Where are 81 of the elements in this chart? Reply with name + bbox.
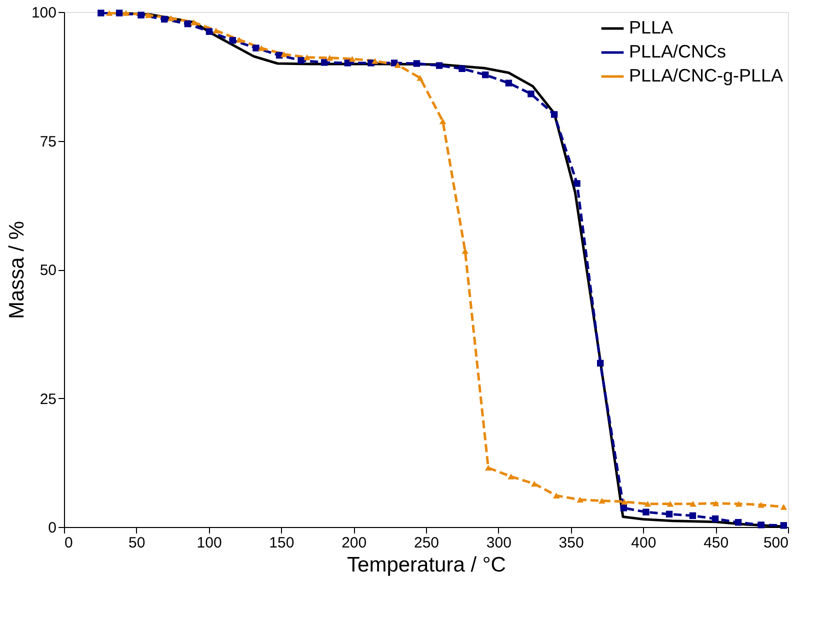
- x-tick-label: 450: [704, 534, 729, 552]
- point: [666, 510, 673, 518]
- x-tick-label: 300: [486, 534, 512, 552]
- point: [212, 28, 220, 34]
- point: [168, 15, 174, 22]
- y-tick-label: 100: [31, 4, 56, 22]
- point: [508, 474, 514, 480]
- point: [735, 500, 742, 507]
- point: [348, 56, 356, 62]
- point: [644, 500, 652, 507]
- point: [666, 500, 674, 507]
- point: [574, 180, 580, 187]
- point: [690, 500, 696, 507]
- point: [734, 519, 742, 526]
- point: [206, 28, 213, 35]
- y-tick-label: 75: [40, 133, 56, 150]
- point: [320, 59, 328, 66]
- x-tick-label: 0: [64, 534, 73, 552]
- point: [505, 80, 512, 86]
- point: [280, 51, 288, 58]
- point: [106, 10, 113, 16]
- x-tick-label: 250: [414, 534, 440, 552]
- x-tick-label: 350: [558, 534, 584, 552]
- x-tick-label: 100: [196, 534, 222, 552]
- point: [712, 515, 719, 522]
- point: [236, 36, 243, 43]
- point: [462, 248, 468, 254]
- legend-label: PLLA/CNC-g-PLLA: [629, 66, 784, 86]
- point: [372, 58, 378, 64]
- point: [642, 508, 650, 516]
- point: [184, 20, 192, 28]
- point: [416, 75, 424, 81]
- point: [116, 10, 123, 16]
- point: [190, 19, 198, 26]
- point: [598, 498, 606, 504]
- x-tick-label: 150: [269, 534, 294, 552]
- point: [550, 111, 558, 118]
- y-tick-label: 25: [40, 390, 56, 408]
- y-tick-label: 50: [40, 262, 56, 279]
- point: [304, 54, 310, 60]
- point: [780, 504, 788, 510]
- point: [758, 522, 764, 528]
- point: [298, 57, 304, 64]
- point: [484, 464, 492, 471]
- x-tick-label: 500: [763, 534, 788, 552]
- point: [160, 16, 168, 23]
- point: [390, 60, 398, 66]
- point: [144, 12, 152, 18]
- point: [689, 512, 696, 520]
- point: [620, 504, 628, 512]
- point: [439, 118, 446, 124]
- point: [258, 45, 265, 51]
- point: [621, 498, 628, 505]
- point: [394, 62, 402, 68]
- point: [482, 71, 489, 78]
- point: [344, 60, 352, 66]
- point: [326, 54, 334, 61]
- y-tick-label: 0: [48, 520, 56, 536]
- point: [252, 44, 260, 52]
- legend-label: PLLA: [629, 18, 674, 38]
- point: [458, 65, 466, 72]
- x-tick-label: 200: [342, 534, 367, 552]
- point: [712, 500, 720, 506]
- x-tick-label: 50: [128, 534, 146, 552]
- point: [98, 10, 104, 16]
- point: [122, 10, 130, 16]
- point: [780, 522, 788, 529]
- point: [528, 90, 534, 98]
- point: [552, 492, 560, 498]
- x-tick-label: 400: [631, 534, 656, 552]
- point: [530, 480, 538, 487]
- x-axis-title: Temperatura / °C: [347, 554, 506, 576]
- point: [576, 496, 584, 503]
- point: [138, 12, 144, 18]
- y-axis-title: Massa / %: [5, 220, 28, 320]
- point: [436, 62, 443, 69]
- point: [596, 360, 604, 367]
- point: [758, 502, 764, 508]
- point: [413, 60, 420, 67]
- point: [229, 36, 236, 44]
- legend-label: PLLA/CNCs: [629, 42, 726, 62]
